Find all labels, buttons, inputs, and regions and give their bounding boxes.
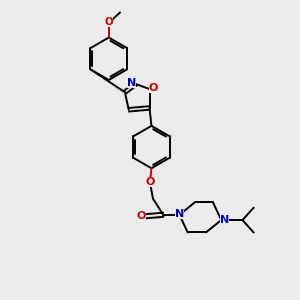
Text: N: N — [175, 209, 184, 219]
Text: O: O — [104, 17, 113, 27]
Text: N: N — [127, 78, 136, 88]
Text: O: O — [148, 83, 158, 93]
Text: N: N — [220, 215, 230, 225]
Text: O: O — [145, 177, 155, 188]
Text: O: O — [136, 211, 146, 221]
